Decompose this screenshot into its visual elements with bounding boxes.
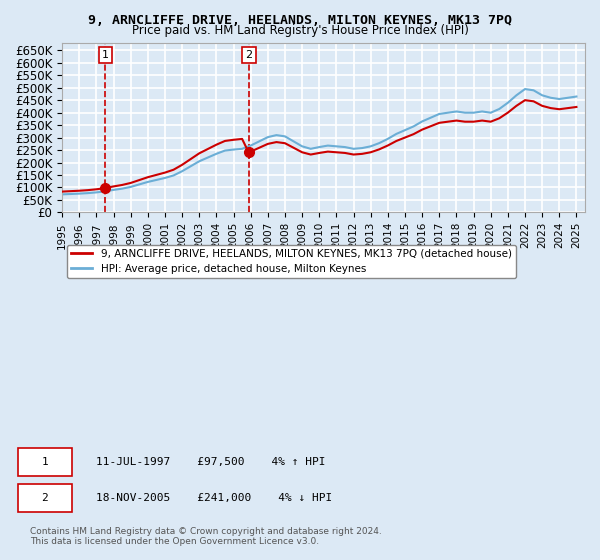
Text: 1: 1: [41, 457, 49, 467]
Text: 1: 1: [102, 50, 109, 60]
Text: 18-NOV-2005    £241,000    4% ↓ HPI: 18-NOV-2005 £241,000 4% ↓ HPI: [96, 493, 332, 503]
Text: 2: 2: [245, 50, 252, 60]
Text: 2: 2: [41, 493, 49, 503]
Text: Contains HM Land Registry data © Crown copyright and database right 2024.
This d: Contains HM Land Registry data © Crown c…: [30, 526, 382, 546]
Text: 11-JUL-1997    £97,500    4% ↑ HPI: 11-JUL-1997 £97,500 4% ↑ HPI: [96, 457, 325, 467]
Text: Price paid vs. HM Land Registry's House Price Index (HPI): Price paid vs. HM Land Registry's House …: [131, 24, 469, 37]
Text: 9, ARNCLIFFE DRIVE, HEELANDS, MILTON KEYNES, MK13 7PQ: 9, ARNCLIFFE DRIVE, HEELANDS, MILTON KEY…: [88, 14, 512, 27]
Legend: 9, ARNCLIFFE DRIVE, HEELANDS, MILTON KEYNES, MK13 7PQ (detached house), HPI: Ave: 9, ARNCLIFFE DRIVE, HEELANDS, MILTON KEY…: [67, 245, 516, 278]
